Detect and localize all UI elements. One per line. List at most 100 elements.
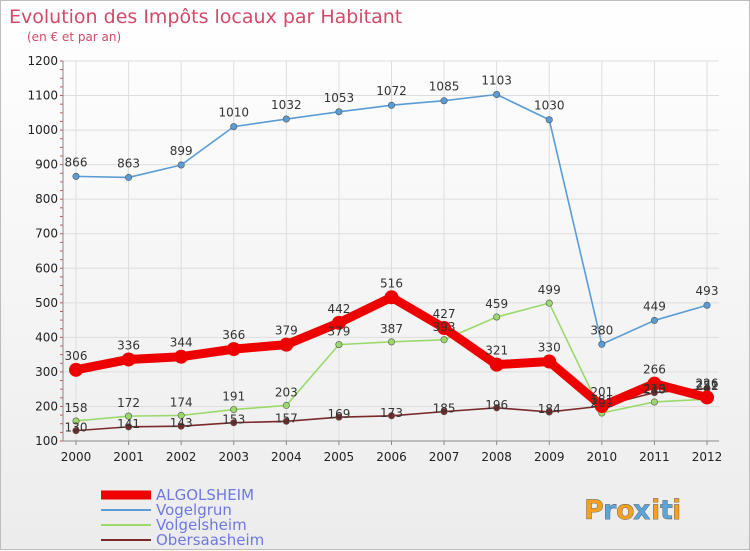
logo-letter-5: t — [660, 495, 673, 526]
data-label-vogelgrun-2007: 1085 — [429, 80, 460, 94]
data-label-obersaasheim-2005: 169 — [327, 407, 350, 421]
data-label-vogelgrun-2000: 866 — [65, 155, 88, 169]
data-label-volgelsheim-2004: 203 — [275, 385, 298, 399]
data-label-obersaasheim-2012: 252 — [696, 378, 719, 392]
data-label-vogelgrun-2008: 1103 — [481, 74, 512, 88]
x-tick-label-2002: 2002 — [166, 450, 197, 464]
chart-subtitle: (en € et par an) — [27, 30, 121, 44]
data-point-vogelgrun-2000 — [72, 172, 80, 180]
data-point-algolsheim-2004 — [279, 337, 294, 352]
data-point-algolsheim-2009 — [542, 354, 557, 369]
data-label-obersaasheim-2002: 143 — [170, 416, 193, 430]
logo-letter-3: x — [633, 495, 650, 526]
data-label-vogelgrun-2002: 899 — [170, 144, 193, 158]
data-label-vogelgrun-2006: 1072 — [376, 84, 407, 98]
data-label-volgelsheim-2003: 191 — [222, 390, 245, 404]
logo-letter-0: P — [584, 495, 604, 526]
x-tick-label-2004: 2004 — [271, 450, 302, 464]
data-point-volgelsheim-2000 — [72, 417, 80, 425]
data-point-volgelsheim-2011 — [650, 398, 658, 406]
data-point-vogelgrun-2002 — [177, 161, 185, 169]
data-point-volgelsheim-2005 — [335, 341, 343, 349]
data-label-algolsheim-2000: 306 — [65, 349, 88, 363]
x-tick-label-2001: 2001 — [113, 450, 144, 464]
y-tick-label-600: 600 — [35, 261, 58, 275]
y-tick-label-200: 200 — [35, 399, 58, 413]
data-label-volgelsheim-2001: 172 — [117, 396, 140, 410]
logo-letter-2: o — [616, 495, 635, 526]
data-point-algolsheim-2005 — [331, 315, 346, 330]
data-point-vogelgrun-2008 — [493, 91, 501, 99]
data-point-algolsheim-2006 — [384, 290, 399, 305]
data-label-algolsheim-2009: 330 — [538, 341, 561, 355]
x-tick-label-2009: 2009 — [534, 450, 565, 464]
x-tick-label-2010: 2010 — [587, 450, 618, 464]
series-group — [69, 91, 714, 435]
data-label-vogelgrun-2010: 380 — [590, 323, 613, 337]
data-label-algolsheim-2012: 226 — [696, 376, 719, 390]
data-label-vogelgrun-2009: 1030 — [534, 99, 565, 113]
legend-label-vogelgrun: Vogelgrun — [156, 501, 232, 519]
y-tick-label-500: 500 — [35, 296, 58, 310]
data-label-vogelgrun-2001: 863 — [117, 156, 140, 170]
data-label-volgelsheim-2005: 379 — [327, 325, 350, 339]
data-point-obersaasheim-2006 — [387, 412, 395, 420]
y-tick-label-1100: 1100 — [27, 89, 58, 103]
data-point-volgelsheim-2002 — [177, 411, 185, 419]
data-point-vogelgrun-2003 — [230, 123, 238, 131]
x-tick-label-2008: 2008 — [481, 450, 512, 464]
data-label-algolsheim-2005: 442 — [327, 302, 350, 316]
legend-label-volgelsheim: Volgelsheim — [156, 516, 247, 534]
data-point-volgelsheim-2003 — [230, 406, 238, 414]
data-label-algolsheim-2008: 321 — [485, 344, 508, 358]
x-tick-label-2012: 2012 — [692, 450, 723, 464]
data-point-volgelsheim-2007 — [440, 336, 448, 344]
x-tick-label-2000: 2000 — [61, 450, 92, 464]
data-label-volgelsheim-2002: 174 — [170, 395, 193, 409]
y-tick-label-900: 900 — [35, 158, 58, 172]
data-point-vogelgrun-2009 — [545, 116, 553, 124]
data-label-obersaasheim-2006: 173 — [380, 406, 403, 420]
data-point-vogelgrun-2006 — [387, 101, 395, 109]
x-tick-label-2006: 2006 — [376, 450, 407, 464]
data-point-obersaasheim-2008 — [493, 404, 501, 412]
data-label-volgelsheim-2010: 181 — [590, 393, 613, 407]
axes: 100 200 300 400 500 600 700 800 900 1000 1100 1200 2… — [27, 54, 722, 464]
x-tick-label-2005: 2005 — [324, 450, 355, 464]
data-label-algolsheim-2007: 427 — [433, 307, 456, 321]
legend: ALGOLSHEIMVogelgrunVolgelsheimObersaashe… — [101, 486, 264, 549]
y-tick-label-800: 800 — [35, 192, 58, 206]
data-labels: 306 336 344 366 379 442 516 427 321 330 201 266 226 8… — [65, 74, 719, 435]
data-point-obersaasheim-2003 — [230, 419, 238, 427]
data-label-obersaasheim-2009: 184 — [538, 402, 561, 416]
data-point-volgelsheim-2004 — [282, 401, 290, 409]
grid-lines — [63, 60, 719, 442]
data-label-algolsheim-2006: 516 — [380, 276, 403, 290]
x-tick-label-2003: 2003 — [218, 450, 249, 464]
data-label-volgelsheim-2000: 158 — [65, 401, 88, 415]
data-point-algolsheim-2011 — [647, 376, 662, 391]
data-point-algolsheim-2003 — [226, 342, 241, 357]
y-tick-label-300: 300 — [35, 365, 58, 379]
data-point-volgelsheim-2001 — [125, 412, 133, 420]
data-label-algolsheim-2010: 201 — [590, 385, 613, 399]
data-point-algolsheim-2010 — [594, 399, 609, 414]
data-label-vogelgrun-2003: 1010 — [218, 106, 249, 120]
logo-letter-4: i — [651, 495, 660, 526]
data-label-vogelgrun-2005: 1053 — [324, 91, 355, 105]
data-label-algolsheim-2001: 336 — [117, 338, 140, 352]
y-tick-label-700: 700 — [35, 227, 58, 241]
data-point-algolsheim-2008 — [489, 357, 504, 372]
data-label-volgelsheim-2008: 459 — [485, 297, 508, 311]
legend-label-obersaasheim: Obersaasheim — [156, 531, 264, 549]
logo-letter-1: r — [603, 495, 617, 526]
data-label-vogelgrun-2012: 493 — [696, 284, 719, 298]
data-point-volgelsheim-2009 — [545, 299, 553, 307]
data-point-obersaasheim-2001 — [125, 423, 133, 431]
data-point-obersaasheim-2005 — [335, 413, 343, 421]
data-label-vogelgrun-2004: 1032 — [271, 98, 302, 112]
data-point-algolsheim-2012 — [700, 390, 714, 405]
